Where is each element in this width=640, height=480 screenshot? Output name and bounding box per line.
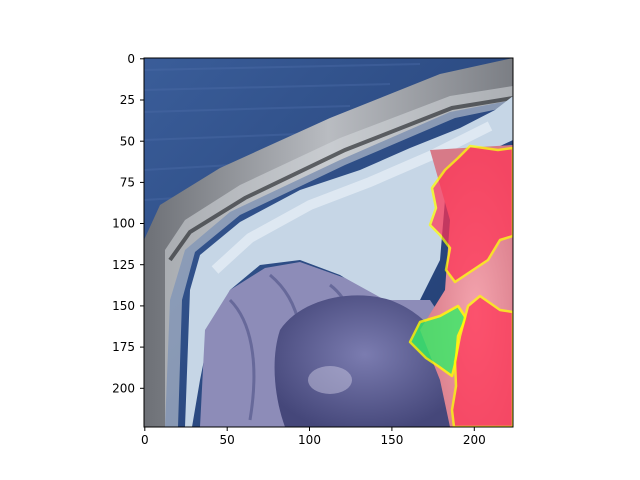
x-tick-label: 200 (463, 433, 486, 447)
y-axis: 0 25 50 75 100 125 150 175 200 (112, 52, 144, 396)
y-tick-label: 175 (112, 340, 135, 354)
mask-red-lower (450, 294, 513, 427)
y-tick-label: 0 (127, 52, 135, 66)
y-tick-label: 25 (120, 93, 135, 107)
tissue-purple-highlight (308, 366, 352, 394)
x-tick-label: 50 (220, 433, 235, 447)
y-tick-label: 150 (112, 299, 135, 313)
axes-frame (143, 57, 514, 428)
y-tick-label: 125 (112, 258, 135, 272)
x-axis: 0 50 100 150 200 (141, 427, 486, 447)
mask-green (408, 304, 468, 378)
y-tick-label: 100 (112, 217, 135, 231)
segmentation-overlay (408, 144, 513, 427)
tissue-light-band (185, 96, 513, 427)
x-tick-label: 100 (298, 433, 321, 447)
x-tick-label: 0 (141, 433, 149, 447)
y-tick-label: 50 (120, 135, 135, 149)
tray-rim-shadow (168, 96, 513, 262)
y-tick-label: 200 (112, 382, 135, 396)
mask-red-upper (428, 144, 513, 284)
x-tick-label: 150 (380, 433, 403, 447)
y-tick-label: 75 (120, 176, 135, 190)
tissue-purple-lobe (274, 295, 455, 427)
